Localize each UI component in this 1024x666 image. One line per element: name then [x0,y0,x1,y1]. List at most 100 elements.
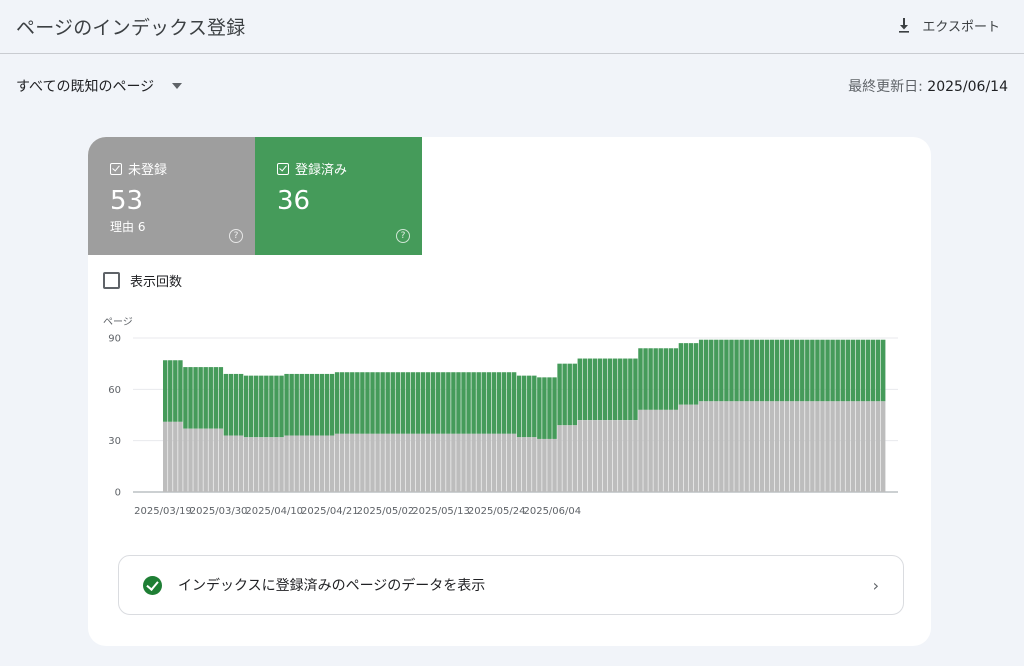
bar-not-indexed [491,433,497,492]
view-indexed-pages-link[interactable]: インデックスに登録済みのページのデータを表示 › [118,555,904,615]
bar-indexed [582,358,588,421]
bar-indexed [830,339,835,402]
export-label: エクスポート [922,19,1000,35]
bar-indexed [875,339,881,402]
bar-not-indexed [178,421,183,492]
impressions-checkbox[interactable]: 表示回数 [103,271,182,290]
export-button[interactable]: エクスポート [896,10,1000,40]
bar-not-indexed [547,438,552,492]
bar-not-indexed [537,438,542,492]
bar-indexed [850,339,856,402]
bar-not-indexed [577,420,583,492]
bar-not-indexed [734,401,739,492]
bar-not-indexed [724,401,729,492]
bar-indexed [375,372,380,434]
bar-not-indexed [314,435,320,492]
x-tick-label: 2025/03/19 [134,506,192,517]
bar-indexed [304,373,310,436]
bar-indexed [193,367,198,429]
last-updated: 最終更新日: 2025/06/14 [848,76,1008,96]
bar-indexed [597,358,603,421]
bar-not-indexed [688,404,694,492]
bar-indexed [385,372,390,434]
x-tick-label: 2025/06/04 [523,506,581,517]
bar-indexed [173,360,178,422]
bar-indexed [223,373,229,436]
bar-indexed [577,358,583,421]
bar-not-indexed [810,401,815,492]
bar-indexed [360,372,365,434]
bar-indexed [213,367,219,429]
tile-indexed-header: 登録済み [277,159,400,178]
help-icon[interactable]: ? [396,229,410,243]
bar-not-indexed [805,401,810,492]
bar-not-indexed [835,401,840,492]
bar-not-indexed [840,401,845,492]
bar-indexed [820,339,825,402]
page-filter-dropdown[interactable]: すべての既知のページ [16,74,183,98]
bar-not-indexed [269,437,274,492]
bar-indexed [456,372,461,434]
bar-not-indexed [744,401,749,492]
bar-indexed [400,372,406,434]
bar-not-indexed [238,435,244,492]
bar-indexed [501,372,507,434]
bar-not-indexed [324,435,330,492]
bar-indexed [794,339,800,402]
bar-not-indexed [420,433,426,492]
bar-not-indexed [643,409,648,492]
tile-not-indexed-value: 53 [110,186,144,216]
bar-not-indexed [511,433,517,492]
bar-indexed [405,372,411,434]
bar-not-indexed [365,433,370,492]
bar-not-indexed [663,409,668,492]
bar-not-indexed [395,433,401,492]
bar-not-indexed [633,420,638,492]
bar-not-indexed [319,435,325,492]
bar-not-indexed [329,435,335,492]
bar-not-indexed [638,409,643,492]
bar-not-indexed [719,401,724,492]
last-updated-label: 最終更新日: [848,79,923,95]
bar-not-indexed [173,421,178,492]
bar-indexed [668,348,674,410]
bar-not-indexed [390,433,395,492]
bar-indexed [521,375,527,438]
tile-not-indexed[interactable]: 未登録 53 理由 6 ? [88,137,255,255]
bar-not-indexed [693,404,699,492]
bar-indexed [754,339,760,402]
bar-indexed [178,360,183,422]
bar-indexed [476,372,481,434]
help-icon[interactable]: ? [229,229,243,243]
bar-indexed [355,372,360,434]
bar-not-indexed [774,401,780,492]
bar-indexed [724,339,729,402]
bar-not-indexed [729,401,734,492]
bar-indexed [198,367,203,429]
bar-indexed [370,372,375,434]
bar-not-indexed [415,433,421,492]
bar-indexed [602,358,608,421]
bar-indexed [683,343,689,405]
x-tick-label: 2025/05/24 [468,506,526,517]
bar-not-indexed [567,425,572,492]
bar-indexed [259,375,264,438]
bar-not-indexed [759,401,765,492]
bar-not-indexed [183,428,188,492]
bar-not-indexed [865,401,871,492]
bar-not-indexed [800,401,805,492]
bar-not-indexed [870,401,876,492]
bar-not-indexed [501,433,507,492]
bar-not-indexed [264,437,269,492]
tile-indexed[interactable]: 登録済み 36 ? [255,137,422,255]
bar-not-indexed [380,433,385,492]
bar-indexed [714,339,719,402]
bar-indexed [774,339,780,402]
bar-not-indexed [597,420,603,492]
index-coverage-card: 未登録 53 理由 6 ? 登録済み 36 ? 表示回数 ページ 0 30 60 90 2… [88,137,931,646]
bar-not-indexed [668,409,674,492]
bar-indexed [506,372,512,434]
bar-indexed [183,367,188,429]
bar-indexed [461,372,466,434]
bar-not-indexed [628,420,633,492]
